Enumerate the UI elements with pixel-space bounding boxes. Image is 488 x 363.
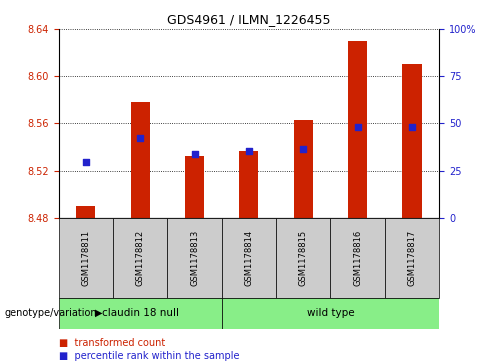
Text: GSM1178817: GSM1178817 (407, 230, 417, 286)
Point (136, 135, 144, 140)
Text: GSM1178813: GSM1178813 (190, 230, 199, 286)
Bar (403, 65, 422, 218)
Bar (348, 41, 367, 218)
Bar (59, 218, 113, 298)
Bar (167, 218, 222, 298)
Bar (239, 151, 259, 218)
Bar (113, 218, 167, 298)
Point (82, 159, 90, 165)
Bar (330, 218, 385, 298)
Point (245, 148, 253, 154)
Title: GDS4961 / ILMN_1226455: GDS4961 / ILMN_1226455 (167, 13, 331, 26)
Text: GSM1178811: GSM1178811 (81, 230, 90, 286)
Text: GSM1178812: GSM1178812 (136, 230, 144, 286)
Bar (131, 102, 150, 218)
Bar (59, 298, 222, 329)
Bar (185, 156, 204, 218)
Bar (276, 218, 330, 298)
Point (191, 151, 199, 157)
Point (354, 124, 362, 130)
Bar (294, 120, 313, 218)
Bar (222, 218, 276, 298)
Bar (76, 206, 95, 218)
Text: ■  transformed count: ■ transformed count (59, 338, 165, 348)
Text: GSM1178814: GSM1178814 (244, 230, 253, 286)
Point (408, 124, 416, 130)
Bar (222, 298, 439, 329)
Bar (385, 218, 439, 298)
Text: GSM1178815: GSM1178815 (299, 230, 308, 286)
Text: wild type: wild type (306, 308, 354, 318)
Text: claudin 18 null: claudin 18 null (102, 308, 179, 318)
Point (299, 146, 307, 152)
Text: ▶: ▶ (95, 308, 102, 318)
Text: GSM1178816: GSM1178816 (353, 230, 362, 286)
Text: genotype/variation: genotype/variation (5, 308, 98, 318)
Text: ■  percentile rank within the sample: ■ percentile rank within the sample (59, 351, 239, 361)
